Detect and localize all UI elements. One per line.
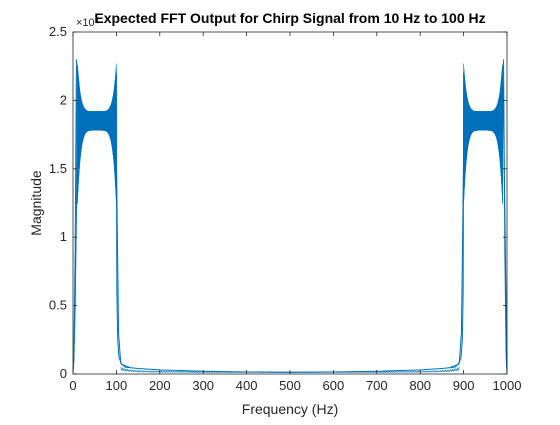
fft-band-low bbox=[77, 63, 117, 205]
y-tick-label: 2 bbox=[60, 92, 67, 107]
x-axis-label: Frequency (Hz) bbox=[242, 401, 338, 417]
plot-area bbox=[73, 32, 507, 374]
x-tick-label: 500 bbox=[279, 378, 301, 393]
x-tick-label: 900 bbox=[453, 378, 475, 393]
fft-edge-left-fall bbox=[115, 73, 130, 368]
fft-edge-left-rise bbox=[72, 59, 77, 372]
chart-title: Expected FFT Output for Chirp Signal fro… bbox=[94, 10, 485, 26]
fft-edge-right-fall bbox=[503, 59, 508, 372]
data-layer bbox=[72, 59, 508, 374]
x-tick-label: 800 bbox=[409, 378, 431, 393]
y-tick-label: 0 bbox=[60, 366, 67, 381]
y-tick-label: 0.5 bbox=[49, 298, 67, 313]
fft-edge-right-rise bbox=[450, 73, 465, 368]
x-tick-label: 700 bbox=[366, 378, 388, 393]
y-tick-label: 2.5 bbox=[49, 24, 67, 39]
x-tick-label: 400 bbox=[236, 378, 258, 393]
y-tick-label: 1 bbox=[60, 229, 67, 244]
x-tick-label: 300 bbox=[192, 378, 214, 393]
x-tick-label: 1000 bbox=[493, 378, 522, 393]
x-tick-label: 200 bbox=[149, 378, 171, 393]
x-tick-label: 100 bbox=[106, 378, 128, 393]
fft-band-high bbox=[463, 63, 503, 205]
x-tick-label: 600 bbox=[323, 378, 345, 393]
tick-layer: 0 100 200 300 400 500 600 700 800 900 1000 0 0.5 1 1.5… bbox=[49, 24, 522, 393]
y-exponent-label: ×10⁴ bbox=[76, 17, 100, 29]
y-tick-label: 1.5 bbox=[49, 161, 67, 176]
y-axis-label: Magnitude bbox=[28, 170, 44, 236]
x-tick-label: 0 bbox=[69, 378, 76, 393]
